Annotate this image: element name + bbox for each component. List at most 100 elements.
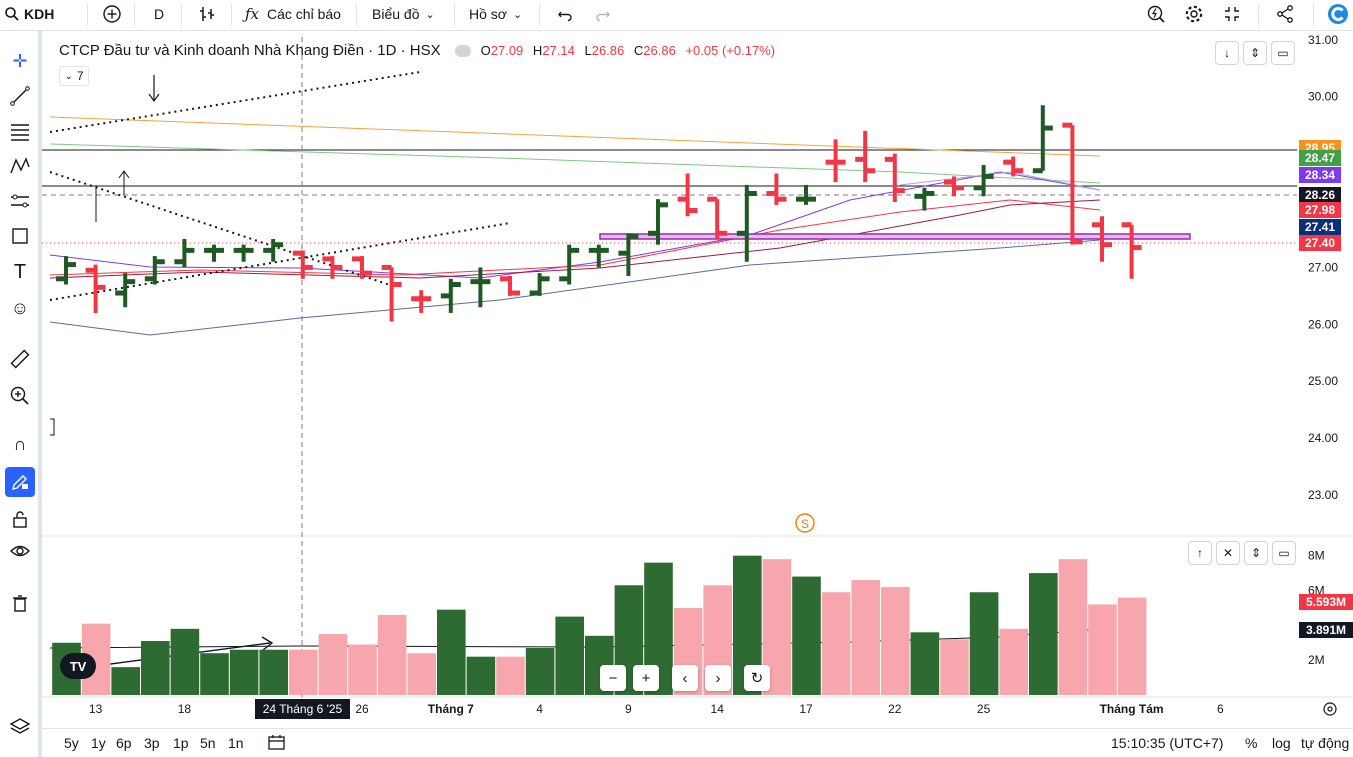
scroll-right-button[interactable]: › — [705, 665, 731, 691]
fullscreen-button[interactable] — [1223, 0, 1241, 28]
stay-drawing-tool[interactable] — [5, 467, 35, 497]
price-tick-label: 30.00 — [1308, 90, 1338, 104]
move-pane-up-button[interactable]: ↑ — [1188, 541, 1212, 565]
scroll-left-button[interactable]: ‹ — [672, 665, 698, 691]
redo-icon — [596, 11, 610, 22]
time-tick-label: 9 — [625, 702, 632, 716]
collapse-pane-button[interactable]: ⇕ — [1243, 41, 1267, 65]
shape-tool[interactable] — [5, 221, 35, 251]
undo-button[interactable] — [556, 0, 574, 28]
text-tool[interactable]: T — [5, 257, 35, 287]
price-tick-label: 26.00 — [1308, 317, 1338, 331]
price-chart[interactable]: S 23.00 24.00 25.00 26.00 27.00 30.00 31.00 2M 6… — [42, 31, 1353, 728]
chart-type-button[interactable]: Biểu đồ ⌄ — [372, 0, 435, 28]
remove-pane-button[interactable]: ✕ — [1216, 541, 1240, 565]
chart-type-label: Biểu đồ — [372, 6, 420, 22]
volume-bar — [1088, 604, 1117, 695]
time-tick-label: Tháng 7 — [428, 702, 474, 716]
indicators-button[interactable]: ƒx Các chỉ báo — [245, 0, 341, 28]
ohlc-bar — [85, 264, 106, 313]
ma-slate — [49, 239, 1101, 336]
symbol-label: KDH — [24, 6, 55, 22]
tradingview-logo[interactable]: TV — [60, 653, 96, 679]
brand-logo[interactable] — [1327, 0, 1349, 28]
calendar-icon — [268, 735, 285, 750]
time-tick-label: 14 — [711, 702, 725, 716]
ohlc-bar — [766, 173, 787, 205]
measure-tool[interactable] — [5, 344, 35, 374]
range-button-5y[interactable]: 5y — [64, 735, 79, 751]
maximize-volume-pane-button[interactable]: ▭ — [1272, 541, 1296, 565]
ma-lightpurple — [899, 171, 1101, 191]
date-range-button[interactable] — [267, 733, 287, 754]
range-button-1y[interactable]: 1y — [91, 735, 106, 751]
bottom-toolbar: 5y 1y 6p 3p 1p 5n 1n 15:10:35 (UTC+7) % log tự… — [42, 728, 1353, 757]
zoom-tool[interactable] — [5, 381, 35, 411]
fib-tool[interactable] — [5, 116, 35, 146]
redo-button[interactable] — [594, 0, 612, 28]
lock-tool[interactable] — [5, 504, 35, 534]
forecast-tool[interactable] — [5, 186, 35, 216]
ohlc-bar — [322, 256, 343, 279]
time-tick-label: Tháng Tám — [1100, 702, 1164, 716]
auto-scale-toggle[interactable]: tự động — [1301, 735, 1350, 751]
lightning-search-icon — [1147, 5, 1165, 23]
legend-collapse-button[interactable]: ⌄ 7 — [59, 66, 89, 86]
close-icon: ✕ — [1222, 546, 1234, 560]
settings-button[interactable] — [1184, 0, 1204, 28]
ohlc-bar — [944, 176, 964, 197]
profile-button[interactable]: Hồ sơ ⌄ — [469, 0, 522, 28]
range-button-5n[interactable]: 5n — [200, 735, 216, 751]
time-tick-label: 25 — [977, 702, 991, 716]
magnet-tool[interactable]: ∩ — [5, 429, 35, 459]
ohlc-bar — [115, 273, 136, 308]
volume-bar — [141, 641, 170, 695]
ohlc-bar — [973, 165, 994, 197]
volume-bar — [466, 656, 496, 695]
interval-button[interactable]: D — [154, 6, 165, 22]
indicator-count: 7 — [76, 69, 84, 83]
range-button-1p[interactable]: 1p — [173, 735, 189, 751]
bar-style-button[interactable] — [197, 0, 217, 28]
object-tree-tool[interactable] — [5, 712, 35, 742]
quick-search-button[interactable] — [1146, 0, 1166, 28]
dotted-trendline — [49, 71, 421, 133]
chevron-right-icon: › — [715, 669, 721, 687]
pencil-lock-icon — [12, 475, 28, 490]
lines-icon — [11, 124, 29, 141]
visibility-tool[interactable] — [5, 536, 35, 566]
emoji-tool[interactable]: ☺ — [5, 293, 35, 323]
reset-chart-button[interactable]: ↻ — [744, 665, 770, 691]
legend-change: +0.05 (+0.17%) — [685, 43, 776, 58]
dividend-marker — [795, 513, 815, 533]
range-button-1n[interactable]: 1n — [228, 735, 244, 751]
move-pane-down-button[interactable]: ↓ — [1215, 41, 1239, 65]
ohlc-bar — [855, 130, 876, 183]
zoom-in-button[interactable]: + — [633, 665, 659, 691]
price-badge: 28.34 — [1299, 167, 1341, 183]
clock-timezone[interactable]: 15:10:35 (UTC+7) — [1111, 735, 1224, 751]
log-scale-toggle[interactable]: log — [1272, 735, 1291, 751]
share-icon — [1277, 5, 1293, 23]
volume-bar — [940, 639, 969, 695]
range-button-3p[interactable]: 3p — [144, 735, 160, 751]
chevron-down-icon: ⌄ — [425, 8, 435, 21]
trendline-tool[interactable] — [5, 81, 35, 111]
symbol-search[interactable]: KDH — [4, 0, 54, 28]
share-button[interactable] — [1275, 0, 1295, 28]
collapse-volume-pane-button[interactable]: ⇕ — [1244, 541, 1268, 565]
legend-toggle-icon[interactable] — [454, 44, 471, 57]
zoom-out-button[interactable]: − — [600, 665, 626, 691]
maximize-pane-button[interactable]: ▭ — [1271, 41, 1295, 65]
range-button-6p[interactable]: 6p — [116, 735, 132, 751]
pattern-tool[interactable] — [5, 151, 35, 181]
legend-open: 27.09 — [490, 43, 524, 58]
remove-drawings-tool[interactable] — [5, 588, 35, 618]
crosshair-tool[interactable]: ✛ — [5, 46, 35, 76]
indicators-label: Các chỉ báo — [267, 6, 341, 22]
time-tick-label: 18 — [178, 702, 192, 716]
compare-button[interactable] — [102, 0, 122, 28]
ohlc-bar — [411, 290, 432, 313]
percent-scale-toggle[interactable]: % — [1245, 735, 1258, 751]
time-tick-label: 13 — [89, 702, 103, 716]
